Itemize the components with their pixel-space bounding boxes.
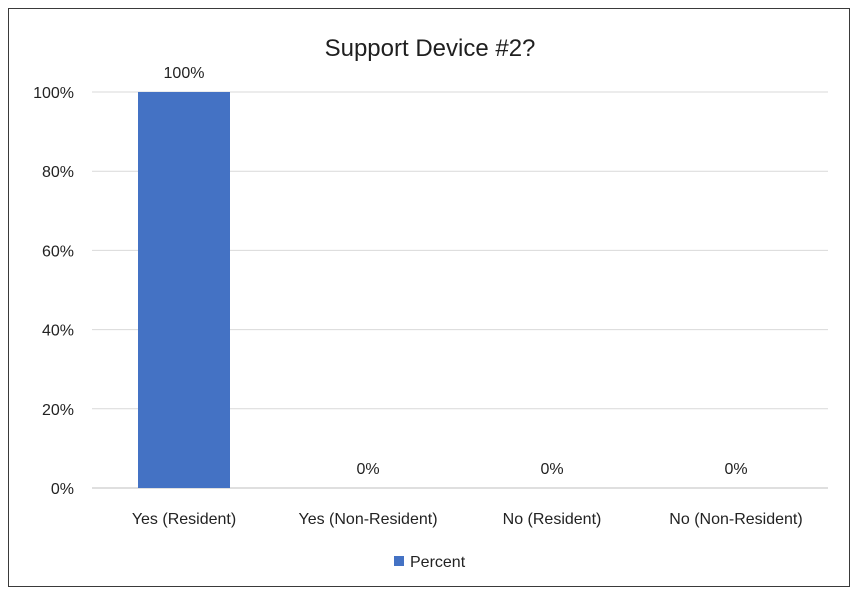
bars	[138, 92, 230, 488]
chart-title: Support Device #2?	[325, 35, 536, 62]
data-label: 0%	[356, 461, 379, 478]
legend-swatch	[394, 556, 404, 566]
x-tick-label: Yes (Non-Resident)	[298, 511, 437, 528]
bar	[138, 92, 230, 488]
y-tick-label: 0%	[51, 481, 74, 498]
x-tick-label: No (Resident)	[503, 511, 602, 528]
legend-label: Percent	[410, 554, 466, 571]
x-tick-label: Yes (Resident)	[132, 511, 236, 528]
data-label: 0%	[540, 461, 563, 478]
y-tick-label: 100%	[33, 85, 74, 102]
data-labels: 100% 0% 0% 0%	[164, 65, 748, 478]
legend: Percent	[394, 554, 466, 571]
y-tick-label: 40%	[42, 323, 74, 340]
data-label: 100%	[164, 65, 205, 82]
y-axis: 0% 20% 40% 60% 80% 100%	[33, 85, 74, 498]
y-tick-label: 20%	[42, 402, 74, 419]
x-tick-label: No (Non-Resident)	[669, 511, 802, 528]
data-label: 0%	[724, 461, 747, 478]
y-tick-label: 60%	[42, 243, 74, 260]
y-tick-label: 80%	[42, 164, 74, 181]
x-axis: Yes (Resident) Yes (Non-Resident) No (Resi…	[132, 511, 803, 528]
